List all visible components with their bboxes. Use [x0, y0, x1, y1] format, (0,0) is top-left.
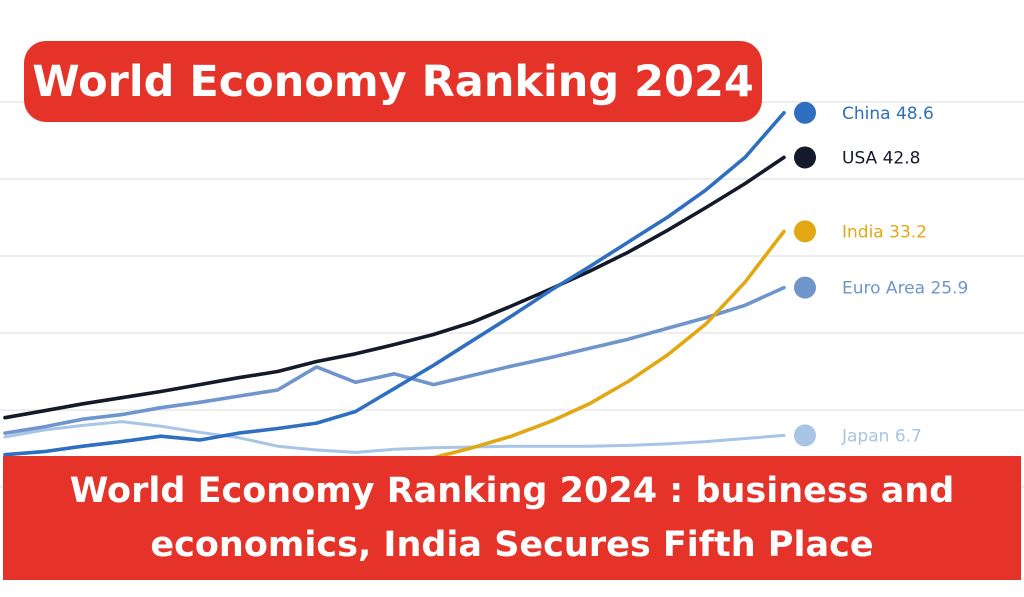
legend-label-japan: Japan 6.7 [841, 426, 922, 446]
title-badge: World Economy Ranking 2024 [24, 41, 762, 122]
caption-text: World Economy Ranking 2024 : business an… [70, 464, 955, 572]
caption-line-2: economics, India Secures Fifth Place [150, 525, 874, 565]
caption-banner: World Economy Ranking 2024 : business an… [3, 456, 1021, 580]
legend-labels: Japan 6.7 Euro Area 25.9 India 33.2 USA 42.… [841, 104, 968, 447]
page-title: World Economy Ranking 2024 [32, 56, 754, 107]
end-marker-usa [794, 146, 816, 169]
series-lines [3, 111, 786, 468]
legend-label-usa: USA 42.8 [842, 148, 920, 168]
end-marker-china [794, 101, 816, 124]
end-marker-euro-area [794, 276, 816, 299]
series-line-india [392, 229, 786, 468]
series-line-china [3, 111, 786, 457]
caption-line-1: World Economy Ranking 2024 : business an… [69, 471, 955, 511]
legend-label-china: China 48.6 [842, 104, 934, 124]
end-markers [794, 101, 816, 447]
legend-label-euro-area: Euro Area 25.9 [842, 279, 968, 299]
series-line-japan [3, 420, 786, 454]
series-line-euro-area [3, 285, 786, 435]
series-line-usa [3, 155, 786, 420]
end-marker-japan [794, 424, 816, 447]
legend-label-india: India 33.2 [842, 222, 927, 242]
end-marker-india [794, 220, 816, 243]
